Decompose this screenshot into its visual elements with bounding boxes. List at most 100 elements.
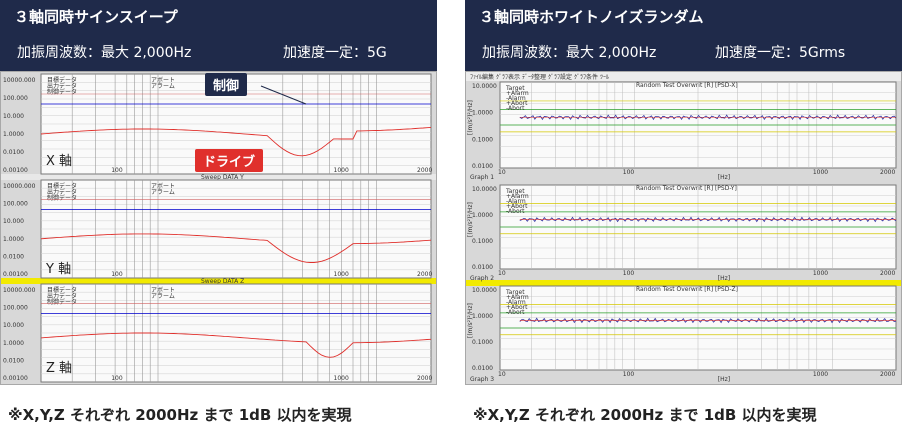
y-tick-label: 10.0000: [472, 83, 497, 90]
legend-abort: アボート: [151, 182, 175, 190]
legend-drive: 出力データ: [47, 292, 77, 300]
legend-alarm: -Alarm: [506, 198, 526, 205]
y-tick-label: 1.0000: [3, 236, 24, 243]
legend-abort: +Abort: [506, 100, 528, 107]
right-header: ３軸同時ホワイトノイズランダム 加振周波数：最大 2,000Hz 加速度一定：5…: [465, 0, 902, 71]
legend-alarm: アラーム: [151, 189, 175, 196]
y-tick-label: 10000.000: [3, 183, 36, 190]
y-tick-label: 10.000: [3, 113, 24, 120]
x-unit-label: [Hz]: [718, 376, 730, 383]
y-unit-label: [(m/s²)²/Hz]: [467, 100, 474, 135]
legend-alarm: -Alarm: [506, 299, 526, 306]
random-psd-graphs: ﾌｧｲﾙ編集 ｸﾞﾗﾌ表示 ﾃﾞｰﾀ整理 ｸﾞﾗﾌ設定 ｸﾞﾗﾌ条件 ﾂｰﾙ Random …: [466, 72, 901, 383]
x-tick-label: 1000: [334, 167, 349, 174]
x-tick-label: 1000: [334, 271, 349, 278]
y-tick-label: 1.0000: [472, 110, 493, 117]
left-header: ３軸同時サインスイープ 加振周波数：最大 2,000Hz 加速度一定：5G: [0, 0, 437, 71]
legend-alarm: -Alarm: [506, 95, 526, 102]
y-tick-label: 10000.000: [3, 77, 36, 84]
y-tick-label: 10.0000: [472, 186, 497, 193]
legend-abort: -Abort: [506, 105, 525, 112]
sweep-strip-y: [1, 174, 436, 180]
right-caption: ※X,Y,Z それぞれ 2000Hz まで 1dB 以内を実現: [473, 406, 817, 424]
control-callout: 制御: [205, 73, 248, 96]
right-spec-frequency: 加振周波数：最大 2,000Hz: [482, 45, 657, 61]
x-tick-label: 10: [498, 270, 506, 277]
legend-target: 目標データ: [47, 76, 77, 84]
y-tick-label: 0.1000: [472, 339, 493, 346]
drive-curve: [40, 233, 432, 263]
y-tick-label: 100.000: [3, 305, 28, 312]
menu-item: ﾃﾞｰﾀ整理: [522, 73, 546, 81]
y-tick-label: 10.000: [3, 218, 24, 225]
legend-target: 目標データ: [47, 286, 77, 294]
measured-psd-line: [519, 216, 897, 223]
x-axis-label: X 軸: [46, 154, 73, 169]
x-tick-label: 100: [111, 375, 123, 382]
menu-item: ｸﾞﾗﾌ条件: [574, 73, 598, 81]
x-tick-label: 1000: [813, 169, 828, 176]
sine-sweep-graphs: Sweep DATA Y Sweep DATA Z 10000.000 100.000…: [1, 73, 436, 383]
y-tick-label: 0.00100: [3, 167, 28, 174]
sweep-label-y: Sweep DATA Y: [201, 174, 244, 181]
legend-target: Target: [505, 289, 525, 296]
y-unit-label: [(m/s²)²/Hz]: [467, 202, 474, 237]
y-axis-label: Y 軸: [46, 262, 72, 277]
y-tick-label: 0.0100: [3, 149, 24, 156]
y-tick-label: 10.0000: [472, 287, 497, 294]
left-title: ３軸同時サインスイープ: [14, 8, 178, 26]
graph-title: Random Test Overwrit [R] [PSD-Z]: [636, 286, 738, 293]
sine-sweep-screen: Sweep DATA Y Sweep DATA Z 10000.000 100.000…: [0, 71, 437, 385]
legend-abort: -Abort: [506, 309, 525, 316]
y-tick-label: 1.0000: [472, 313, 493, 320]
legend-abort: +Abort: [506, 203, 528, 210]
x-tick-label: 100: [111, 271, 123, 278]
x-tick-label: 100: [623, 169, 635, 176]
graph-name: Graph 2: [470, 275, 494, 282]
sweep-label-z: Sweep DATA Z: [201, 278, 244, 285]
left-panel: ３軸同時サインスイープ 加振周波数：最大 2,000Hz 加速度一定：5G Sw…: [0, 0, 437, 432]
legend-target: Target: [505, 85, 525, 92]
x-tick-label: 2000: [880, 270, 895, 277]
x-tick-label: 2000: [417, 375, 432, 382]
random-test-screen: ﾌｧｲﾙ編集 ｸﾞﾗﾌ表示 ﾃﾞｰﾀ整理 ｸﾞﾗﾌ設定 ｸﾞﾗﾌ条件 ﾂｰﾙ Random …: [465, 71, 902, 385]
x-tick-label: 100: [623, 270, 635, 277]
left-spec-acceleration: 加速度一定：5G: [283, 45, 387, 61]
graph-title: Random Test Overwrit [R] [PSD-Y]: [636, 185, 737, 192]
right-spec-acceleration: 加速度一定：5Grms: [715, 45, 846, 61]
legend-alarm: +Alarm: [506, 294, 529, 301]
x-tick-label: 1000: [334, 375, 349, 382]
y-tick-label: 0.1000: [472, 136, 493, 143]
drive-curve: [40, 126, 432, 157]
legend-alarm: +Alarm: [506, 90, 529, 97]
sweep-strip-z: [1, 278, 436, 284]
x-unit-label: [Hz]: [718, 174, 730, 181]
legend-control: 制御データ: [47, 194, 77, 202]
y-tick-label: 0.0100: [472, 365, 493, 372]
y-tick-label: 0.0100: [472, 163, 493, 170]
menu-item: ｸﾞﾗﾌ表示: [496, 73, 520, 81]
graph-title: Random Test Overwrit [R] [PSD-X]: [636, 82, 738, 89]
y-tick-label: 0.0100: [3, 357, 24, 364]
menu-item: ﾌｧｲﾙ編集: [470, 73, 494, 81]
legend-alarm: アラーム: [151, 83, 175, 90]
x-tick-label: 1000: [813, 270, 828, 277]
y-tick-label: 0.1000: [472, 238, 493, 245]
y-tick-label: 0.0100: [472, 264, 493, 271]
control-callout-pointer: [260, 85, 307, 105]
left-spec-frequency: 加振周波数：最大 2,000Hz: [17, 45, 192, 61]
legend-drive: 出力データ: [47, 188, 77, 196]
left-caption: ※X,Y,Z それぞれ 2000Hz まで 1dB 以内を実現: [8, 406, 352, 424]
x-tick-label: 10: [498, 371, 506, 378]
y-tick-label: 0.00100: [3, 375, 28, 382]
legend-control: 制御データ: [47, 88, 77, 96]
legend-abort: -Abort: [506, 208, 525, 215]
y-tick-label: 1.0000: [3, 131, 24, 138]
legend-drive: 出力データ: [47, 82, 77, 90]
z-axis-label: Z 軸: [46, 361, 73, 376]
drive-curve: [40, 332, 432, 358]
legend-control: 制御データ: [47, 298, 77, 306]
legend-abort: アボート: [151, 76, 175, 84]
legend-alarm: アラーム: [151, 293, 175, 300]
x-tick-label: 2000: [417, 271, 432, 278]
